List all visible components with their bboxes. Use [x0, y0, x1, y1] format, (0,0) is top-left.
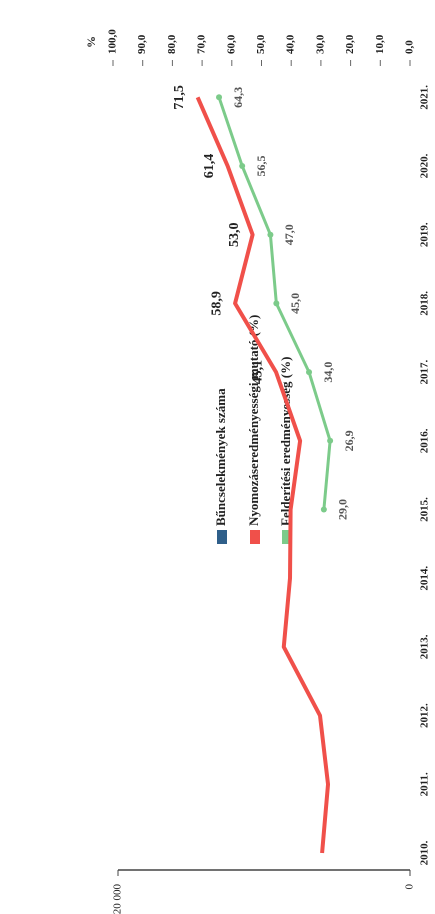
legend-swatch — [250, 530, 260, 544]
y2-tick-label: 40,0 — [285, 34, 297, 54]
point — [267, 231, 274, 238]
x-tick-label: 2015. — [419, 497, 431, 522]
y2-tick-label: 60,0 — [225, 34, 237, 54]
data-label: 53,0 — [227, 222, 242, 247]
data-label: 34,0 — [321, 362, 335, 383]
point — [273, 300, 280, 307]
y2-tick-label: 80,0 — [166, 34, 178, 54]
data-label: 61,4 — [202, 154, 217, 179]
x-tick-label: 2017. — [419, 359, 431, 384]
series-line — [195, 96, 331, 854]
point — [320, 506, 327, 513]
y2-tick-label: 20,0 — [344, 34, 356, 54]
data-label: 47,0 — [282, 224, 296, 245]
data-label: 71,5 — [172, 85, 187, 110]
data-label: 45,1 — [250, 360, 265, 385]
legend-label: Bűncselekmények száma — [213, 388, 228, 526]
y2-tick-label: 0,0 — [404, 40, 416, 54]
y2-tick-label: 30,0 — [314, 34, 326, 54]
point — [216, 94, 223, 101]
x-tick-label: 2011. — [419, 772, 431, 796]
rotated-chart: 0 20 000% 0,0 10,0 20,0 30,0 40,0 50,0 60,0 70,0 8… — [84, 29, 431, 914]
x-tick-label: 2010. — [419, 840, 431, 865]
y2-axis-label: % — [84, 36, 98, 48]
y2-tick-label: 10,0 — [374, 34, 386, 54]
data-label: 58,9 — [209, 291, 224, 316]
data-label: 56,5 — [254, 156, 268, 177]
data-label: 45,0 — [288, 293, 302, 314]
legend-label: Felderítési eredményesség (%) — [278, 357, 293, 526]
x-tick-label: 2013. — [419, 634, 431, 659]
x-tick-label: 2016. — [419, 428, 431, 453]
point — [239, 163, 246, 169]
x-tick-label: 2014. — [419, 566, 431, 591]
x-tick-label: 2012. — [419, 703, 431, 728]
x-tick-label: 2020. — [419, 153, 431, 178]
y2-tick-label: 90,0 — [136, 34, 148, 54]
y2-tick-label: 100,0 — [107, 29, 119, 54]
point — [327, 437, 334, 444]
data-label: 29,0 — [336, 499, 350, 520]
x-tick-label: 2019. — [419, 222, 431, 247]
y2-tick-label: 70,0 — [196, 34, 208, 54]
data-label: 26,9 — [342, 430, 356, 451]
y-tick-label: 0 — [404, 884, 416, 890]
x-tick-label: 2021. — [419, 85, 431, 110]
y2-tick-label: 50,0 — [255, 34, 267, 54]
y-tick-label: 20 000 — [112, 884, 124, 914]
data-label: 64,3 — [231, 87, 245, 108]
x-tick-label: 2018. — [419, 291, 431, 316]
legend-swatch — [217, 530, 227, 544]
legend-label: Nyomozáseredményességi mutató (%) — [246, 315, 261, 526]
point — [306, 369, 313, 376]
